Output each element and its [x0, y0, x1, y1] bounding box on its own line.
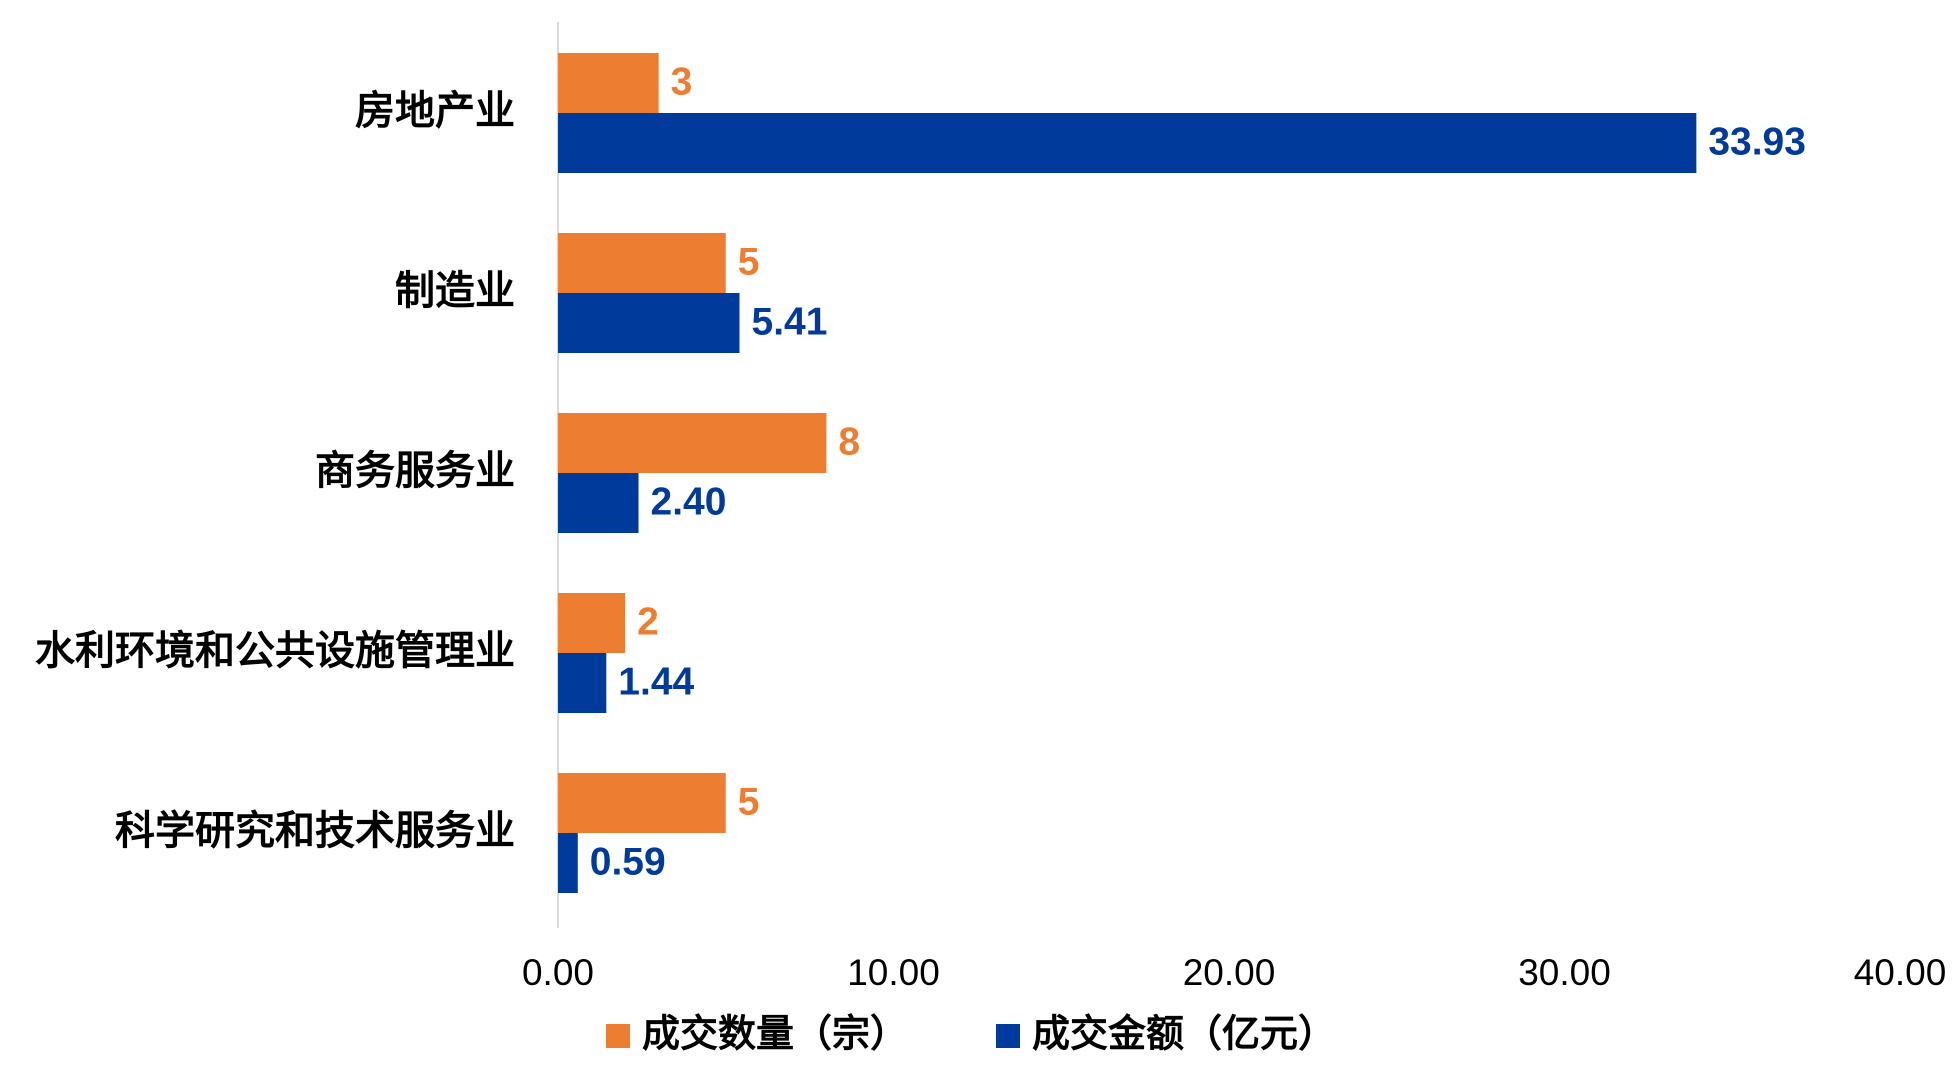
x-tick-label: 30.00	[1518, 952, 1611, 993]
bar-amount	[558, 653, 607, 713]
category-label: 水利环境和公共设施管理业	[35, 628, 515, 674]
legend-label: 成交数量（宗）	[642, 1012, 908, 1056]
data-label-count: 5	[738, 240, 760, 283]
legend-item-amount[interactable]: 成交金额（亿元）	[996, 1012, 1336, 1056]
legend-swatch	[606, 1024, 630, 1048]
data-label-amount: 1.44	[618, 660, 694, 703]
data-label-amount: 5.41	[752, 300, 828, 343]
data-label-count: 8	[838, 420, 860, 463]
legend-swatch	[996, 1024, 1020, 1048]
bar-amount	[558, 113, 1697, 173]
bar-count	[558, 773, 726, 833]
legend-item-count[interactable]: 成交数量（宗）	[606, 1012, 908, 1056]
data-label-count: 2	[637, 600, 659, 643]
category-label: 房地产业	[355, 88, 515, 134]
category-label: 商务服务业	[315, 448, 515, 494]
data-label-count: 3	[671, 60, 693, 103]
legend-label: 成交金额（亿元）	[1032, 1012, 1336, 1056]
x-axis-tick-labels: 0.00 10.00 20.00 30.00 40.00	[522, 952, 1946, 993]
bars-layer	[558, 53, 1697, 893]
data-label-amount: 0.59	[590, 840, 666, 883]
category-label: 制造业	[395, 268, 515, 314]
data-label-amount: 33.93	[1708, 120, 1806, 163]
x-tick-label: 20.00	[1183, 952, 1276, 993]
bar-amount	[558, 833, 578, 893]
legend[interactable]: 成交数量（宗） 成交金额（亿元）	[606, 1012, 1336, 1056]
x-tick-label: 40.00	[1854, 952, 1947, 993]
bar-count	[558, 53, 659, 113]
x-tick-label: 10.00	[847, 952, 940, 993]
data-labels-layer: 3 33.93 5 5.41 8 2.40 2 1.44 5 0.59	[590, 60, 1806, 883]
bar-count	[558, 233, 726, 293]
category-label: 科学研究和技术服务业	[115, 808, 515, 854]
x-tick-label: 0.00	[522, 952, 594, 993]
bar-amount	[558, 473, 639, 533]
bar-amount	[558, 293, 740, 353]
bar-count	[558, 593, 626, 653]
data-label-count: 5	[738, 780, 760, 823]
bar-count	[558, 413, 827, 473]
data-label-amount: 2.40	[651, 480, 727, 523]
